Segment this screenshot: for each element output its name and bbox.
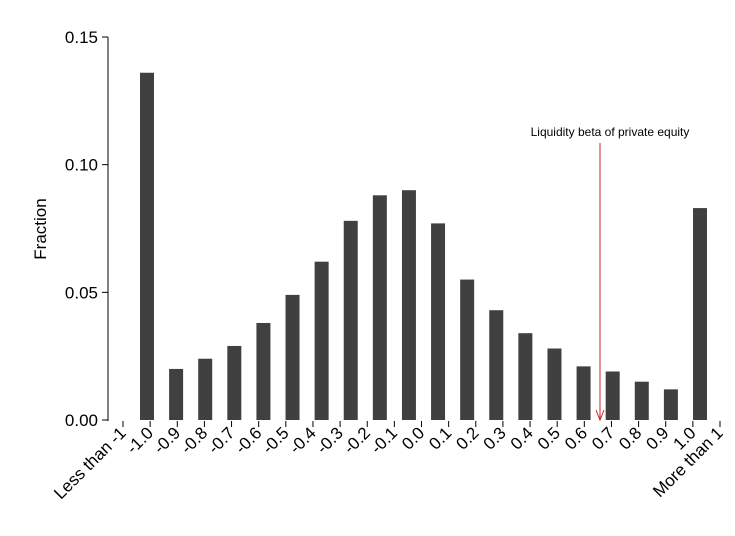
- bar: [431, 223, 446, 420]
- bar: [547, 348, 562, 420]
- bar: [460, 279, 475, 420]
- bar: [693, 208, 707, 420]
- y-tick-label: 0.05: [65, 283, 98, 302]
- bar: [576, 366, 591, 420]
- bar: [401, 190, 416, 420]
- bar: [169, 368, 184, 420]
- y-tick-label: 0.15: [65, 28, 98, 47]
- y-axis-label: Fraction: [31, 198, 50, 259]
- annotation-arrowhead: [595, 409, 605, 422]
- bar: [256, 322, 271, 420]
- y-tick-label: 0.00: [65, 411, 98, 430]
- bar: [343, 220, 358, 420]
- bar: [314, 261, 329, 420]
- bar: [285, 294, 300, 420]
- bar: [518, 333, 533, 420]
- bar: [198, 358, 213, 420]
- bar: [372, 195, 387, 420]
- annotation: Liquidity beta of private equity: [531, 125, 690, 139]
- bar: [227, 345, 242, 420]
- bar: [663, 389, 678, 420]
- y-tick-label: 0.10: [65, 156, 98, 175]
- bar: [140, 72, 154, 420]
- bar: [489, 310, 504, 420]
- bar: [634, 381, 649, 420]
- bar: [605, 371, 620, 420]
